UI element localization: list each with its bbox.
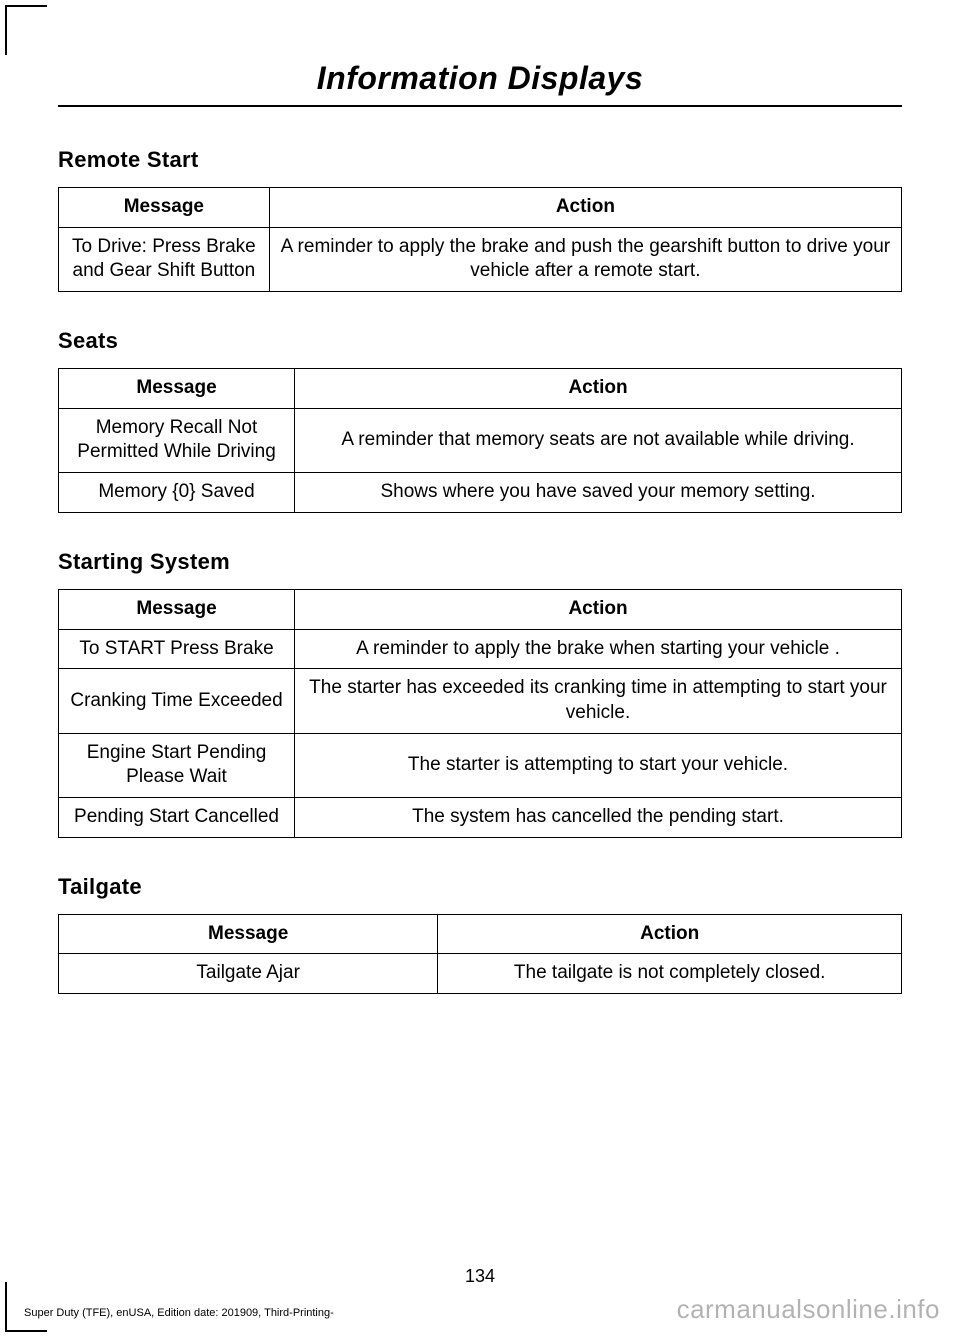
cell-action: A reminder to apply the brake when start… (295, 629, 902, 669)
table-row: Pending Start Cancelled The system has c… (59, 797, 902, 837)
table-tailgate: Message Action Tailgate Ajar The tailgat… (58, 914, 902, 994)
footer-edition-text: Super Duty (TFE), enUSA, Edition date: 2… (24, 1307, 334, 1319)
col-header-action: Action (269, 188, 901, 228)
col-header-action: Action (295, 589, 902, 629)
col-header-message: Message (59, 914, 438, 954)
cell-action: The system has cancelled the pending sta… (295, 797, 902, 837)
title-divider (58, 105, 902, 107)
table-header-row: Message Action (59, 188, 902, 228)
cell-message: To START Press Brake (59, 629, 295, 669)
cell-message: Pending Start Cancelled (59, 797, 295, 837)
page-title: Information Displays (58, 60, 902, 105)
table-header-row: Message Action (59, 914, 902, 954)
table-row: To Drive: Press Brake and Gear Shift But… (59, 227, 902, 291)
cell-message: Memory {0} Saved (59, 473, 295, 513)
col-header-message: Message (59, 369, 295, 409)
page-container: Information Displays Remote Start Messag… (0, 0, 960, 1337)
table-row: To START Press Brake A reminder to apply… (59, 629, 902, 669)
table-seats: Message Action Memory Recall Not Permitt… (58, 368, 902, 513)
cell-action: The starter is attempting to start your … (295, 733, 902, 797)
col-header-action: Action (295, 369, 902, 409)
table-row: Engine Start Pending Please Wait The sta… (59, 733, 902, 797)
cell-action: The tailgate is not completely closed. (438, 954, 902, 994)
cell-action: A reminder that memory seats are not ava… (295, 408, 902, 472)
cell-message: Engine Start Pending Please Wait (59, 733, 295, 797)
table-row: Cranking Time Exceeded The starter has e… (59, 669, 902, 733)
cell-message: Cranking Time Exceeded (59, 669, 295, 733)
cell-action: The starter has exceeded its cranking ti… (295, 669, 902, 733)
col-header-action: Action (438, 914, 902, 954)
cell-message: To Drive: Press Brake and Gear Shift But… (59, 227, 270, 291)
cell-action: Shows where you have saved your memory s… (295, 473, 902, 513)
section-title-tailgate: Tailgate (58, 874, 902, 900)
table-row: Memory Recall Not Permitted While Drivin… (59, 408, 902, 472)
section-title-seats: Seats (58, 328, 902, 354)
section-title-remote-start: Remote Start (58, 147, 902, 173)
table-starting-system: Message Action To START Press Brake A re… (58, 589, 902, 838)
watermark: carmanualsonline.info (677, 1294, 940, 1325)
page-number: 134 (0, 1266, 960, 1287)
col-header-message: Message (59, 188, 270, 228)
table-remote-start: Message Action To Drive: Press Brake and… (58, 187, 902, 292)
cell-message: Tailgate Ajar (59, 954, 438, 994)
cell-message: Memory Recall Not Permitted While Drivin… (59, 408, 295, 472)
table-row: Memory {0} Saved Shows where you have sa… (59, 473, 902, 513)
section-title-starting-system: Starting System (58, 549, 902, 575)
col-header-message: Message (59, 589, 295, 629)
cell-action: A reminder to apply the brake and push t… (269, 227, 901, 291)
table-header-row: Message Action (59, 369, 902, 409)
table-header-row: Message Action (59, 589, 902, 629)
table-row: Tailgate Ajar The tailgate is not comple… (59, 954, 902, 994)
